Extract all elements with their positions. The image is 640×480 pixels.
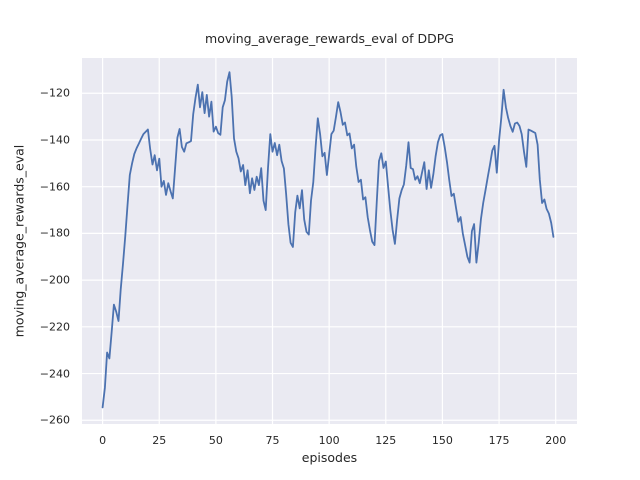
x-tick-label: 150 [431, 434, 453, 447]
x-tick-label: 75 [265, 434, 280, 447]
y-axis-label: moving_average_rewards_eval [11, 144, 27, 338]
x-tick-label: 100 [318, 434, 340, 447]
y-tick-label: −220 [39, 320, 70, 334]
x-tick-label: 50 [208, 434, 223, 447]
x-tick-label: 25 [152, 434, 167, 447]
reward-line [101, 71, 555, 409]
y-tick-label: −120 [39, 86, 70, 100]
x-axis-label: episodes [301, 450, 358, 465]
y-tick-label: −160 [39, 180, 70, 194]
y-tick-label: −180 [39, 226, 70, 240]
y-tick-label: −140 [39, 133, 70, 147]
x-tick-label: 0 [99, 434, 107, 447]
x-tick-label: 200 [545, 434, 567, 447]
y-tick-label: −200 [39, 273, 70, 287]
x-tick-label: 175 [488, 434, 510, 447]
y-tick-label: −260 [39, 413, 70, 427]
chart-title: moving_average_rewards_eval of DDPG [205, 31, 454, 46]
y-tick-label: −240 [39, 367, 70, 381]
x-tick-label: 125 [375, 434, 397, 447]
